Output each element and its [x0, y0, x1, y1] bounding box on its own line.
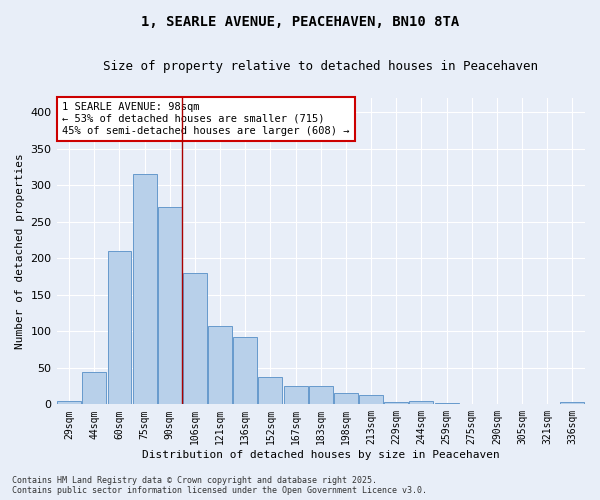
Bar — [334, 394, 358, 404]
Bar — [259, 376, 283, 404]
Bar — [82, 372, 106, 404]
Text: 1, SEARLE AVENUE, PEACEHAVEN, BN10 8TA: 1, SEARLE AVENUE, PEACEHAVEN, BN10 8TA — [141, 15, 459, 29]
X-axis label: Distribution of detached houses by size in Peacehaven: Distribution of detached houses by size … — [142, 450, 500, 460]
Y-axis label: Number of detached properties: Number of detached properties — [15, 153, 25, 349]
Bar — [183, 273, 207, 404]
Bar — [233, 337, 257, 404]
Bar — [133, 174, 157, 404]
Bar — [434, 403, 458, 404]
Bar — [560, 402, 584, 404]
Bar — [107, 251, 131, 404]
Bar — [208, 326, 232, 404]
Bar — [57, 402, 81, 404]
Text: Contains HM Land Registry data © Crown copyright and database right 2025.
Contai: Contains HM Land Registry data © Crown c… — [12, 476, 427, 495]
Text: 1 SEARLE AVENUE: 98sqm
← 53% of detached houses are smaller (715)
45% of semi-de: 1 SEARLE AVENUE: 98sqm ← 53% of detached… — [62, 102, 349, 136]
Bar — [309, 386, 333, 404]
Bar — [158, 208, 182, 404]
Bar — [359, 395, 383, 404]
Title: Size of property relative to detached houses in Peacehaven: Size of property relative to detached ho… — [103, 60, 538, 73]
Bar — [284, 386, 308, 404]
Bar — [385, 402, 408, 404]
Bar — [409, 400, 433, 404]
